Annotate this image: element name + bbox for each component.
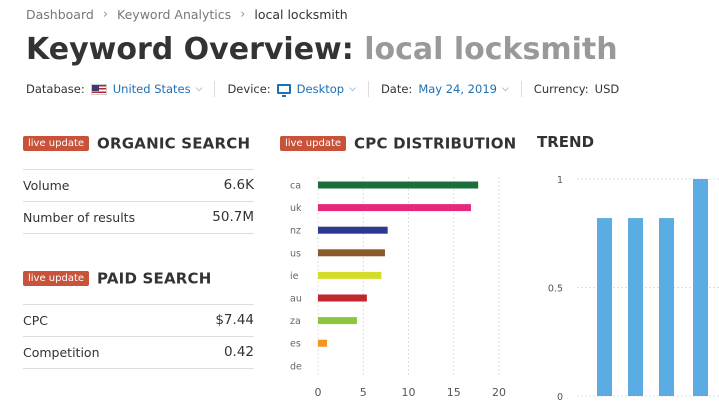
category-label: us: [290, 248, 301, 259]
database-value: United States: [112, 82, 191, 96]
trend-bar: [597, 218, 612, 396]
category-label: au: [290, 294, 302, 305]
x-tick-label: 15: [447, 386, 461, 399]
filter-bar: Database: United States ⌵ Device: Deskto…: [26, 81, 619, 97]
device-selector[interactable]: Desktop ⌵: [276, 82, 356, 97]
cpc-distribution-title: CPC DISTRIBUTION: [354, 134, 517, 153]
live-update-badge[interactable]: live update: [23, 136, 90, 151]
category-label: ca: [290, 181, 301, 192]
bar-au: [318, 294, 367, 302]
trend-panel: TREND 0 0.5 1: [537, 133, 719, 403]
chevron-down-icon: ⌵: [501, 84, 509, 94]
trend-title: TREND: [537, 133, 595, 151]
metric-row-competition: Competition 0.42: [23, 337, 254, 369]
page-title-label: Keyword Overview:: [26, 32, 354, 67]
category-label: uk: [290, 203, 302, 214]
paid-search-panel: live update PAID SEARCH CPC $7.44 Competi…: [23, 268, 254, 369]
y-tick-label: 0: [557, 392, 563, 403]
database-selector[interactable]: United States ⌵: [90, 82, 203, 96]
metric-label: Number of results: [23, 209, 136, 225]
paid-search-title: PAID SEARCH: [97, 269, 212, 288]
breadcrumb-keyword-analytics[interactable]: Keyword Analytics: [117, 7, 232, 22]
bar-es: [318, 339, 328, 347]
trend-bar: [693, 179, 708, 396]
database-label: Database:: [26, 82, 85, 96]
trend-bar: [659, 218, 674, 396]
metric-label: Competition: [23, 344, 100, 360]
x-tick-label: 0: [315, 386, 322, 399]
cpc-distribution-panel: live update CPC DISTRIBUTION 0 5 10 15 20 ca uk…: [280, 133, 517, 399]
bar-nz: [318, 226, 388, 234]
device-label: Device:: [227, 82, 271, 96]
chevron-right-icon: ›: [102, 7, 109, 22]
category-label: es: [290, 339, 301, 350]
metric-label: Volume: [23, 177, 70, 193]
trend-chart: 00.51: [548, 175, 719, 403]
trend-bar: [628, 218, 643, 396]
date-selector[interactable]: May 24, 2019 ⌵: [418, 82, 508, 96]
live-update-badge[interactable]: live update: [280, 136, 347, 151]
bar-ie: [318, 271, 382, 279]
organic-search-panel: live update ORGANIC SEARCH Volume 6.6K Nu…: [23, 133, 254, 234]
x-tick-label: 20: [492, 386, 506, 399]
date-value: May 24, 2019: [418, 82, 497, 96]
desktop-icon: [276, 84, 291, 97]
date-label: Date:: [380, 82, 413, 96]
metric-row-volume: Volume 6.6K: [23, 170, 254, 202]
x-tick-label: 5: [360, 386, 367, 399]
metric-label: CPC: [23, 312, 48, 328]
chevron-down-icon: ⌵: [349, 84, 356, 94]
page-title: Keyword Overview: local locksmith: [26, 32, 618, 67]
bar-za: [318, 317, 357, 325]
category-label: ie: [290, 271, 299, 282]
divider: [520, 81, 522, 97]
bar-ca: [318, 181, 479, 189]
device-value: Desktop: [296, 82, 345, 96]
currency-label: Currency:: [533, 82, 589, 96]
metric-value: 50.7M: [212, 209, 254, 225]
bar-us: [318, 249, 385, 257]
cpc-distribution-chart: 0 5 10 15 20 ca uk nz us ie au za es de: [290, 177, 506, 399]
metric-row-cpc: CPC $7.44: [23, 305, 254, 337]
divider: [367, 81, 369, 97]
x-tick-label: 10: [402, 386, 416, 399]
category-label: za: [290, 316, 301, 327]
breadcrumb-dashboard[interactable]: Dashboard: [26, 7, 94, 22]
chevron-down-icon: ⌵: [195, 84, 203, 94]
metric-value: 6.6K: [223, 177, 254, 193]
chevron-right-icon: ›: [240, 7, 246, 22]
divider: [214, 81, 216, 97]
page-title-keyword: local locksmith: [364, 32, 618, 67]
breadcrumb-current: local locksmith: [254, 7, 348, 22]
us-flag-icon: [90, 83, 107, 95]
organic-search-title: ORGANIC SEARCH: [97, 134, 251, 153]
metric-value: $7.44: [215, 312, 254, 328]
metric-value: 0.42: [223, 344, 254, 360]
y-tick-label: 1: [557, 175, 563, 186]
currency-value: USD: [594, 82, 620, 96]
metric-row-number-of-results: Number of results 50.7M: [23, 202, 254, 234]
y-tick-label: 0.5: [548, 284, 563, 295]
category-label: de: [290, 361, 302, 372]
live-update-badge[interactable]: live update: [23, 271, 90, 286]
bar-uk: [318, 204, 471, 212]
breadcrumb: Dashboard › Keyword Analytics › local lo…: [26, 7, 348, 22]
category-label: nz: [290, 226, 301, 237]
